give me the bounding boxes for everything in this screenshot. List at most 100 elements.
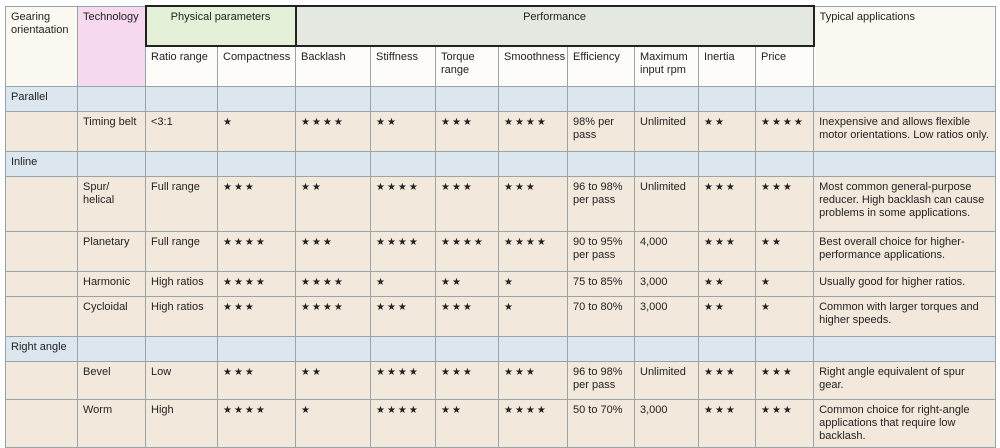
empty-cell — [754, 85, 815, 112]
empty-cell — [217, 150, 296, 177]
data-cell: 96 to 98% per pass — [567, 360, 635, 400]
data-cell: Common with larger torques and higher sp… — [813, 295, 997, 337]
empty-cell — [5, 175, 78, 232]
header-cell: Torque range — [435, 45, 499, 87]
data-cell: 3,000 — [634, 270, 699, 297]
data-cell: ★★★ — [435, 295, 499, 337]
empty-cell — [498, 85, 568, 112]
data-cell: ★★★★ — [295, 270, 371, 297]
empty-cell — [5, 110, 78, 152]
table-body: Gearing orientaation Technology Physical p… — [5, 5, 997, 448]
data-cell: Spur/ helical — [77, 175, 146, 232]
empty-cell — [145, 335, 218, 362]
empty-cell — [634, 85, 699, 112]
data-cell: ★★★ — [435, 110, 499, 152]
data-cell: High — [145, 398, 218, 448]
header-cell: Backlash — [295, 45, 371, 87]
data-cell: ★★ — [698, 295, 756, 337]
empty-cell — [698, 150, 756, 177]
header-cell: Ratio range — [145, 45, 218, 87]
empty-cell — [5, 295, 78, 337]
empty-cell — [498, 335, 568, 362]
data-cell: Usually good for higher ratios. — [813, 270, 997, 297]
data-cell: Worm — [77, 398, 146, 448]
data-cell: ★★★ — [370, 295, 436, 337]
data-cell: ★ — [498, 270, 568, 297]
empty-cell — [754, 150, 815, 177]
header-cell: Gearing orientaation — [5, 5, 78, 87]
data-cell: Unlimited — [634, 175, 699, 232]
header-cell: Technology — [77, 5, 146, 87]
header-group: Performance — [294, 5, 815, 47]
gearing-table: Gearing orientaation Technology Physical p… — [5, 5, 997, 448]
empty-cell — [754, 335, 815, 362]
empty-cell — [5, 398, 78, 448]
data-cell: ★★★ — [698, 230, 756, 272]
data-cell: ★★★ — [698, 398, 756, 448]
header-cell: Stiffness — [370, 45, 436, 87]
data-cell: 50 to 70% — [567, 398, 635, 448]
empty-cell — [435, 150, 499, 177]
data-cell: ★ — [498, 295, 568, 337]
data-cell: High ratios — [145, 270, 218, 297]
data-cell: ★★★★ — [295, 110, 371, 152]
data-cell: 3,000 — [634, 398, 699, 448]
data-cell: ★★★★ — [498, 398, 568, 448]
empty-cell — [698, 85, 756, 112]
empty-cell — [77, 335, 146, 362]
table-row: Planetary Full range ★★★★ ★★★ ★★★★ ★★★★ ★★★★ 90… — [5, 230, 997, 272]
empty-cell — [295, 150, 371, 177]
data-cell: High ratios — [145, 295, 218, 337]
data-cell: ★★★ — [498, 175, 568, 232]
data-cell: Full range — [145, 175, 218, 232]
data-cell: ★★★★ — [498, 230, 568, 272]
empty-cell — [5, 360, 78, 400]
table-row: Ratio range Compactness Backlash Stiffness T… — [6, 45, 996, 87]
header-group: Physical parameters — [144, 5, 297, 47]
header-cell: Efficiency — [567, 45, 635, 87]
data-cell: ★★ — [754, 230, 815, 272]
data-cell: ★★ — [295, 360, 371, 400]
data-cell: ★★★ — [217, 360, 296, 400]
empty-cell — [567, 335, 635, 362]
data-cell: Low — [145, 360, 218, 400]
data-cell: ★ — [217, 110, 296, 152]
data-cell: ★★ — [295, 175, 371, 232]
data-cell: Full range — [145, 230, 218, 272]
data-cell: ★ — [754, 295, 815, 337]
data-cell: 98% per pass — [567, 110, 635, 152]
data-cell: Bevel — [77, 360, 146, 400]
data-cell: ★★★★ — [295, 295, 371, 337]
data-cell: ★★★★ — [754, 110, 815, 152]
table-row: Right angle — [5, 335, 997, 362]
section-title: Right angle — [5, 335, 78, 362]
empty-cell — [370, 150, 436, 177]
data-cell: ★★★ — [698, 175, 756, 232]
empty-cell — [295, 85, 371, 112]
data-cell: ★★★★ — [435, 230, 499, 272]
data-cell: <3:1 — [145, 110, 218, 152]
table-row: Parallel — [5, 85, 997, 112]
table-row: Cycloidal High ratios ★★★ ★★★★ ★★★ ★★★ ★ 70 to … — [5, 295, 997, 337]
data-cell: Harmonic — [77, 270, 146, 297]
empty-cell — [698, 335, 756, 362]
data-cell: ★ — [370, 270, 436, 297]
data-cell: ★★★★ — [370, 175, 436, 232]
data-cell: ★★★★ — [217, 270, 296, 297]
data-cell: ★★ — [435, 270, 499, 297]
header-cell: Price — [754, 45, 815, 87]
data-cell: Common choice for right-angle applicatio… — [813, 398, 997, 448]
header-cell: Smoothness — [498, 45, 568, 87]
data-cell: ★★★ — [498, 360, 568, 400]
data-cell: 90 to 95% per pass — [567, 230, 635, 272]
data-cell: Planetary — [77, 230, 146, 272]
data-cell: 3,000 — [634, 295, 699, 337]
header-cell: Typical applications — [813, 5, 997, 87]
data-cell: Best overall choice for higher-performan… — [813, 230, 997, 272]
empty-cell — [217, 85, 296, 112]
data-cell: ★★★★ — [370, 360, 436, 400]
empty-cell — [435, 335, 499, 362]
empty-cell — [813, 150, 997, 177]
data-cell: Cycloidal — [77, 295, 146, 337]
data-cell: 96 to 98% per pass — [567, 175, 635, 232]
